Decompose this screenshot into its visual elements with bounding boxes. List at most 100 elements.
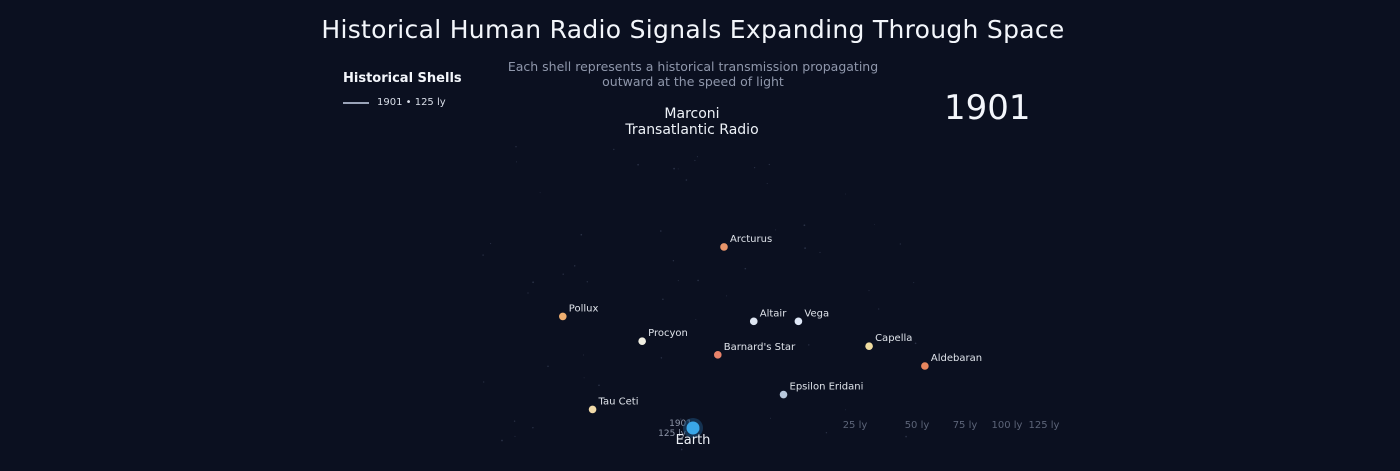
background-star	[598, 384, 600, 387]
chart-title: Historical Human Radio Signals Expanding…	[321, 15, 1065, 44]
background-star	[744, 267, 747, 270]
star-label: Procyon	[648, 328, 688, 339]
background-starfield	[482, 146, 917, 451]
background-star	[583, 377, 585, 379]
background-star	[490, 243, 492, 245]
background-star	[680, 418, 682, 420]
current-year: 1901	[944, 88, 1031, 128]
background-star	[844, 193, 846, 195]
background-star	[573, 265, 576, 267]
earth-marker	[686, 421, 700, 435]
event-label: Marconi Transatlantic Radio	[592, 106, 792, 138]
star-label: Capella	[875, 333, 912, 344]
star-point	[559, 312, 567, 321]
background-star	[562, 273, 564, 275]
shell-distance-label: 125 ly	[658, 429, 687, 439]
star-label: Barnard's Star	[724, 342, 796, 353]
background-star	[547, 365, 549, 368]
background-star	[878, 308, 880, 310]
background-star	[514, 435, 516, 437]
star-point	[714, 351, 722, 359]
background-star	[819, 251, 821, 254]
background-star	[613, 148, 615, 151]
star-label: Tau Ceti	[598, 396, 639, 407]
legend-entry: 1901 • 125 ly	[343, 97, 462, 108]
background-star	[905, 435, 907, 438]
event-description: Transatlantic Radio	[625, 122, 759, 138]
star-point	[638, 337, 646, 346]
background-star	[527, 292, 529, 294]
background-star	[501, 439, 503, 442]
background-star	[754, 167, 756, 169]
background-star	[482, 254, 484, 256]
background-star	[794, 343, 797, 346]
background-star	[662, 298, 664, 300]
star-point	[865, 342, 873, 350]
star-point	[588, 405, 597, 414]
background-star	[539, 192, 541, 194]
background-star	[694, 159, 696, 162]
background-star	[697, 279, 699, 282]
background-star	[673, 167, 675, 170]
background-star	[825, 432, 828, 434]
background-star	[580, 233, 583, 236]
background-star	[532, 426, 534, 429]
star-label: Vega	[804, 308, 829, 319]
background-star	[803, 224, 806, 227]
distance-tick-label: 100 ly	[992, 420, 1023, 431]
background-star	[672, 260, 675, 262]
background-star	[726, 295, 728, 297]
star-point	[779, 390, 788, 399]
background-star	[695, 319, 697, 320]
background-star	[868, 290, 870, 292]
background-star	[532, 281, 534, 284]
legend: Historical Shells 1901 • 125 ly	[343, 71, 462, 108]
star-label: Pollux	[569, 303, 599, 314]
earth-label: Earth	[676, 433, 711, 448]
background-star	[808, 344, 810, 346]
background-star	[804, 247, 806, 249]
distance-tick-label: 50 ly	[905, 420, 930, 431]
background-star	[637, 163, 639, 166]
distance-tick-label: 25 ly	[843, 420, 868, 431]
background-star	[914, 342, 917, 345]
star-point	[720, 243, 728, 251]
background-star	[899, 243, 901, 245]
legend-entry-label: 1901 • 125 ly	[377, 97, 446, 108]
background-star	[845, 409, 846, 411]
background-star	[660, 230, 662, 232]
shell-year-label: 1901	[669, 419, 692, 429]
subtitle-line-1: Each shell represents a historical trans…	[507, 59, 879, 74]
background-star	[775, 229, 777, 231]
background-star	[913, 282, 915, 284]
background-star	[769, 417, 772, 419]
background-star	[582, 354, 584, 356]
background-star	[677, 280, 679, 282]
star-label: Arcturus	[730, 234, 772, 245]
background-star	[696, 156, 698, 158]
chart-subtitle: Each shell represents a historical trans…	[0, 59, 1386, 89]
background-star	[516, 161, 517, 163]
background-star	[768, 163, 770, 166]
star-label: Aldebaran	[931, 353, 982, 364]
background-star	[586, 281, 588, 283]
legend-swatch	[343, 101, 369, 104]
background-star	[483, 381, 485, 383]
star-point	[749, 317, 758, 326]
star-point	[921, 362, 929, 370]
background-star	[515, 146, 517, 148]
star-point	[794, 317, 803, 326]
background-star	[873, 224, 875, 226]
background-star	[513, 420, 516, 422]
background-star	[680, 448, 683, 451]
legend-title: Historical Shells	[343, 71, 462, 86]
event-name: Marconi	[664, 106, 720, 122]
star-label: Altair	[760, 308, 787, 319]
background-star	[685, 179, 688, 181]
background-star	[677, 168, 679, 170]
star-label: Epsilon Eridani	[790, 382, 864, 393]
subtitle-line-2: outward at the speed of light	[602, 74, 784, 89]
background-star	[766, 182, 768, 185]
